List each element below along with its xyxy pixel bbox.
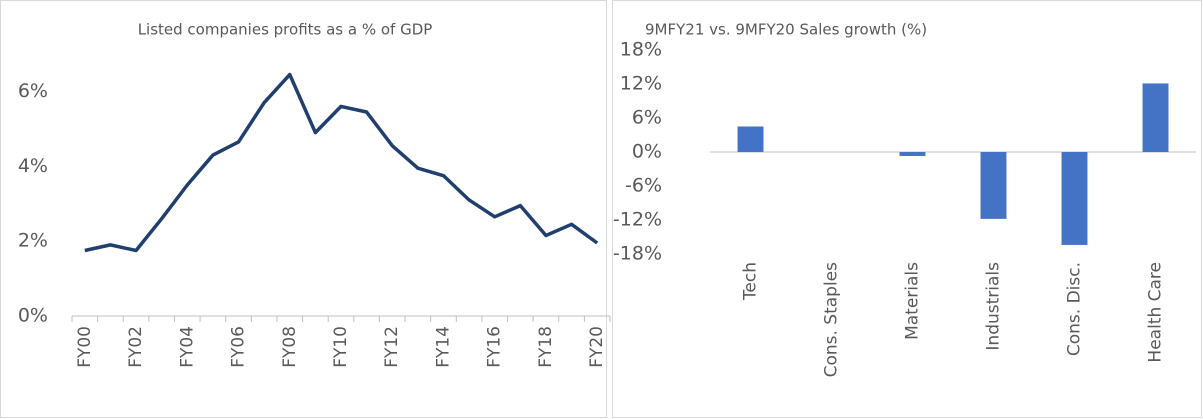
bar — [1142, 83, 1169, 152]
x-tick-label: FY00 — [75, 326, 95, 368]
bar — [980, 152, 1007, 219]
x-tick-label: FY08 — [280, 326, 300, 368]
y-tick-label: 6% — [18, 80, 48, 102]
x-tick-label: FY14 — [433, 326, 453, 368]
panel-left — [0, 0, 607, 418]
y-tick-label: 0% — [18, 305, 48, 327]
bar — [1061, 152, 1088, 245]
y-tick-label: 6% — [632, 107, 662, 129]
y-tick-label: 4% — [18, 155, 48, 177]
x-tick-label: Tech — [741, 262, 761, 301]
x-tick-label: FY02 — [126, 326, 146, 368]
x-tick-label: FY12 — [382, 326, 402, 368]
x-tick-label: Industrials — [984, 262, 1004, 351]
panel-right — [612, 0, 1202, 418]
x-tick-label: FY10 — [331, 326, 351, 368]
x-tick-label: FY18 — [536, 326, 556, 368]
y-tick-label: 18% — [620, 39, 662, 61]
x-tick-label: FY16 — [485, 326, 505, 368]
y-tick-label: -6% — [625, 175, 662, 197]
bar — [899, 152, 926, 156]
chart-title: Listed companies profits as a % of GDP — [138, 21, 433, 39]
line-series — [84, 72, 599, 253]
y-tick-label: 0% — [632, 141, 662, 163]
y-tick-label: 12% — [620, 73, 662, 95]
y-tick-label: -18% — [613, 243, 662, 265]
x-tick-label: Materials — [903, 262, 923, 340]
x-tick-label: Cons. Staples — [822, 262, 842, 378]
x-tick-label: Cons. Disc. — [1065, 262, 1085, 356]
y-tick-label: 2% — [18, 230, 48, 252]
y-tick-label: -12% — [613, 209, 662, 231]
chart-title: 9MFY21 vs. 9MFY20 Sales growth (%) — [645, 21, 927, 39]
x-tick-label: FY20 — [587, 326, 607, 368]
x-tick-label: Health Care — [1146, 262, 1166, 363]
x-tick-label: FY06 — [229, 326, 249, 368]
x-tick-label: FY04 — [177, 326, 197, 368]
bar — [737, 126, 764, 152]
